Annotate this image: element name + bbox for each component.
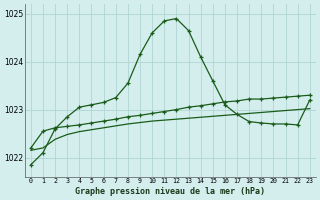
X-axis label: Graphe pression niveau de la mer (hPa): Graphe pression niveau de la mer (hPa) bbox=[75, 187, 265, 196]
